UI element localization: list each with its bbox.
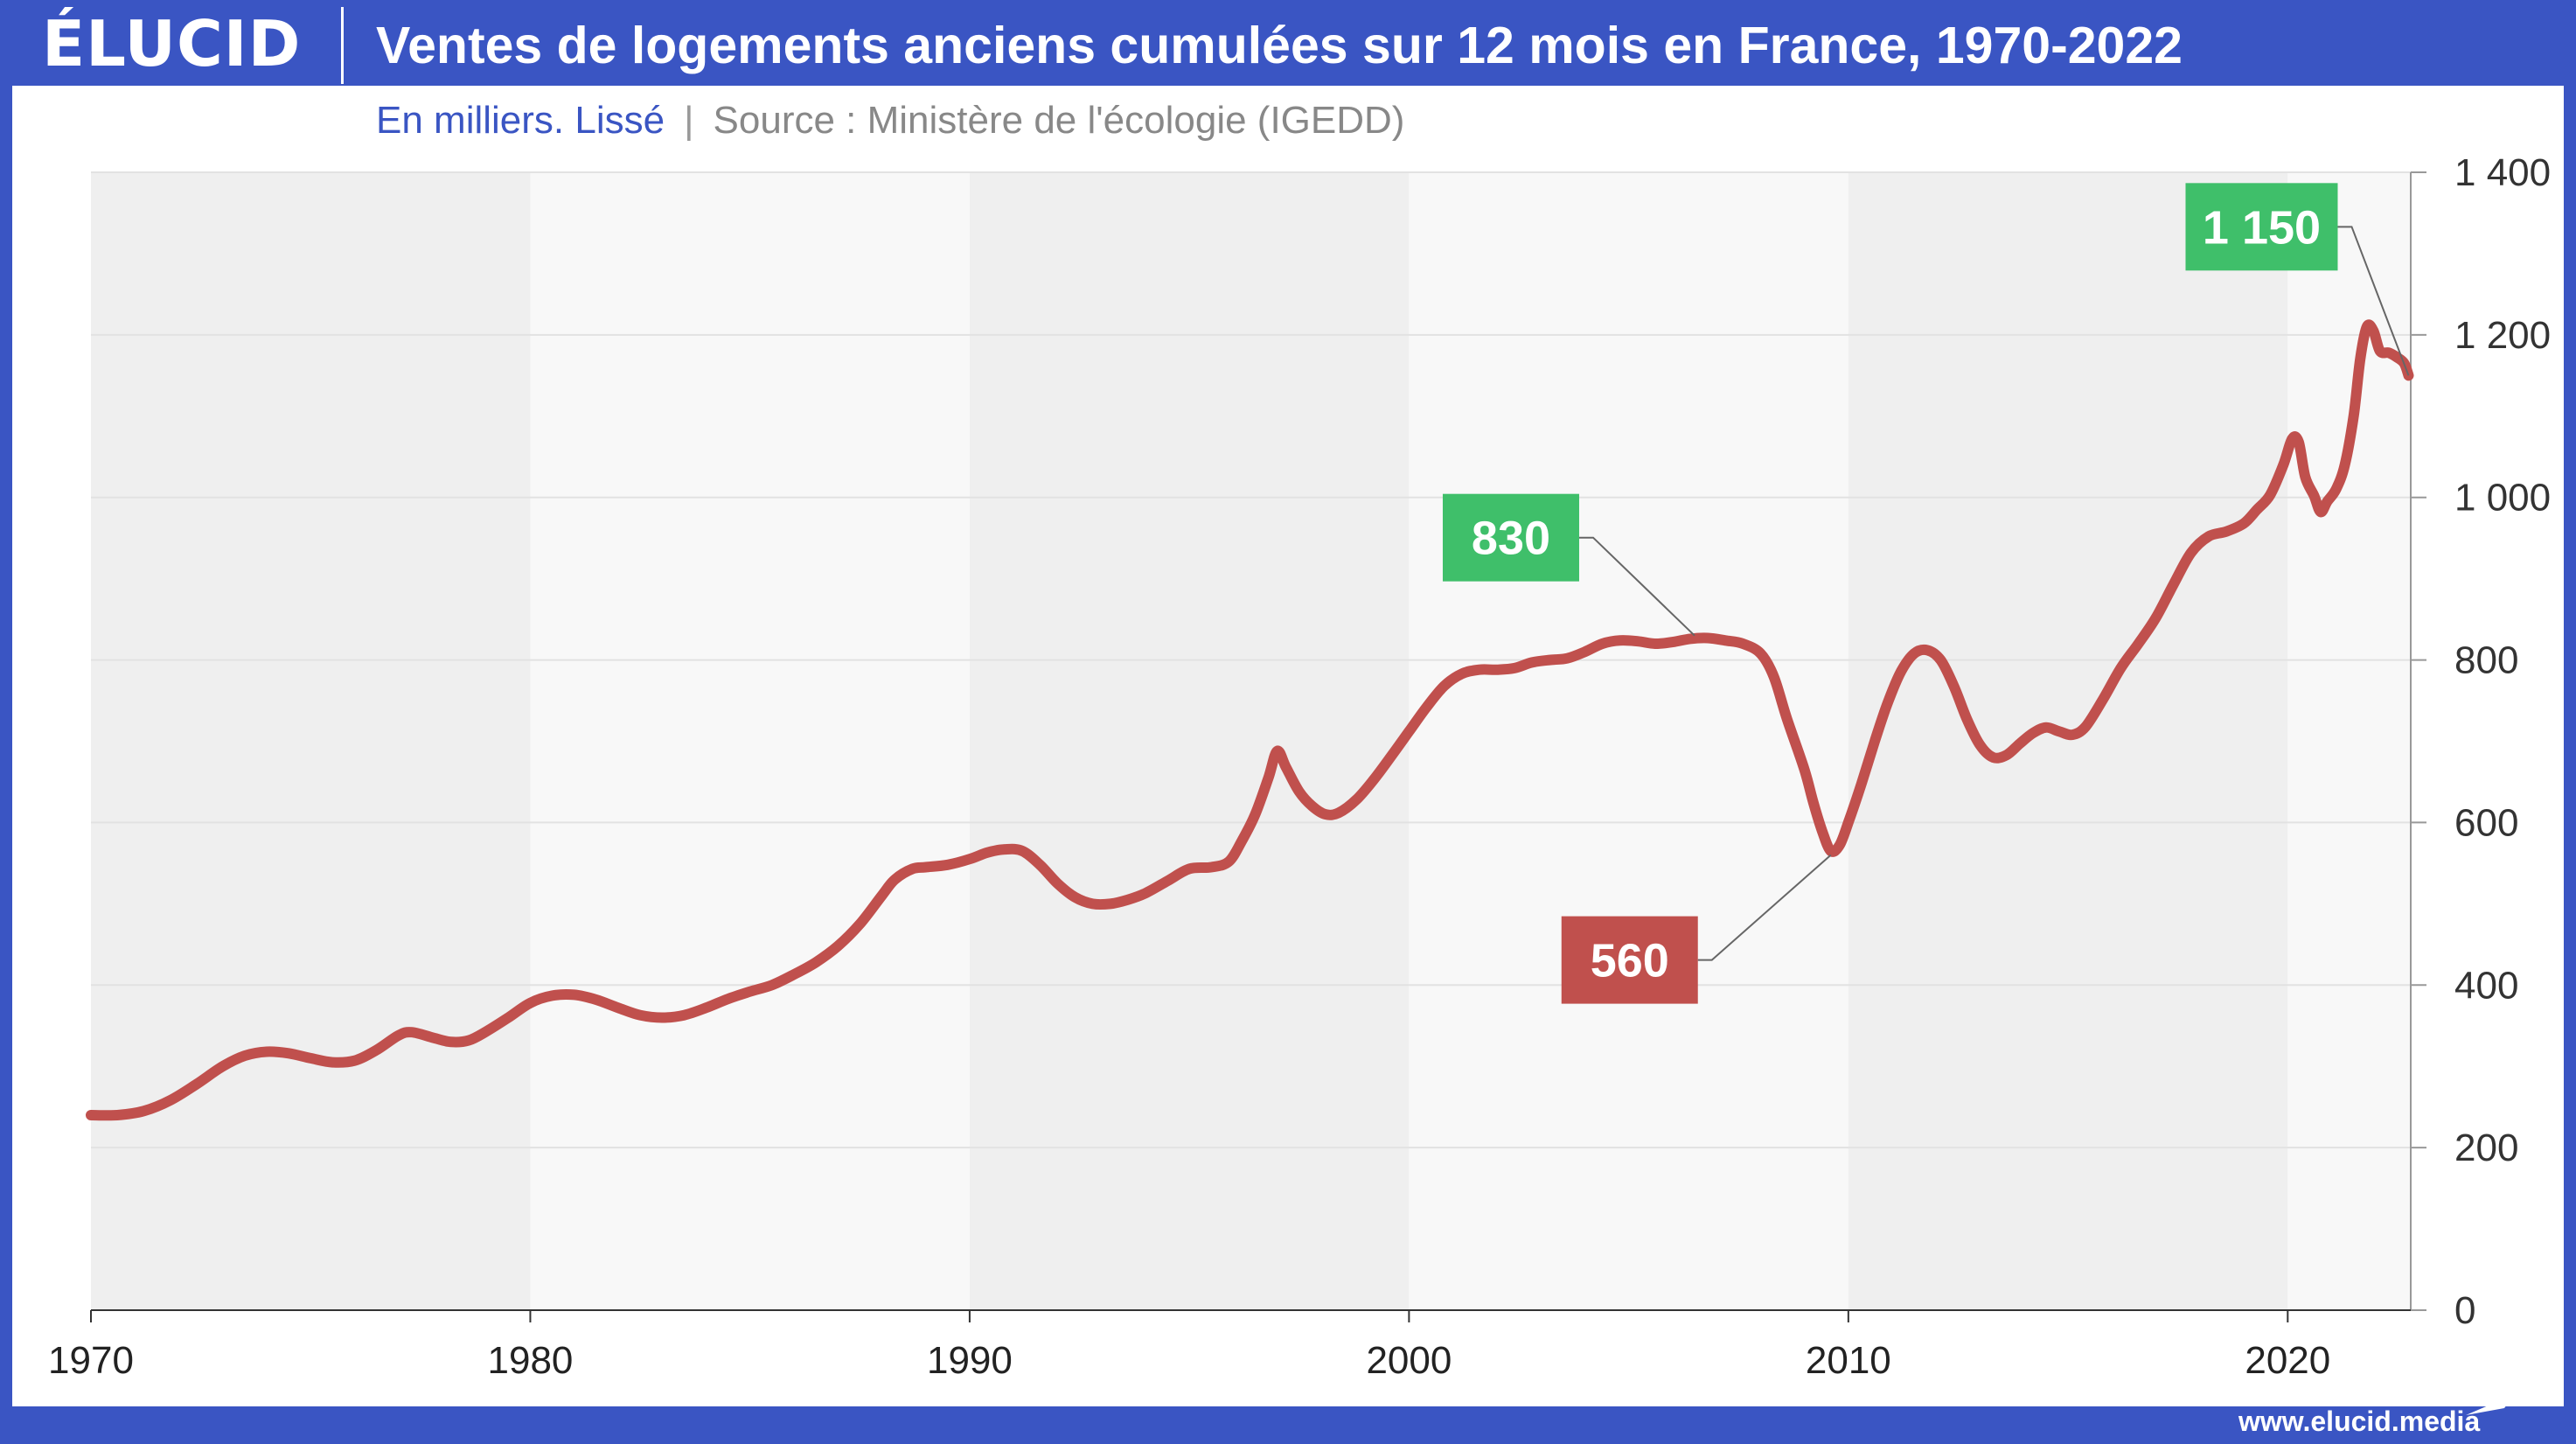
footer-url[interactable]: www.elucid.media bbox=[2238, 1406, 2481, 1437]
unit-note: En milliers. Lissé bbox=[376, 99, 665, 142]
x-tick-label: 2000 bbox=[1366, 1339, 1452, 1382]
annotation-box bbox=[2185, 183, 2338, 271]
header-bar: ÉLUCID Ventes de logements anciens cumul… bbox=[0, 0, 2576, 86]
source-note: Source : Ministère de l'écologie (IGEDD) bbox=[713, 99, 1405, 142]
y-tick-label: 200 bbox=[2454, 1127, 2518, 1169]
y-tick-label: 0 bbox=[2454, 1289, 2475, 1332]
annotation-label: 830 bbox=[1472, 513, 1550, 565]
chart-subtitle: En milliers. Lissé | Source : Ministère de… bbox=[376, 94, 1404, 147]
decade-band bbox=[969, 172, 1410, 1310]
y-tick-label: 1 400 bbox=[2454, 151, 2551, 194]
annotation-box bbox=[1442, 493, 1579, 582]
annotation-label: 560 bbox=[1591, 935, 1669, 987]
decade-band bbox=[530, 172, 970, 1310]
x-tick-label: 2010 bbox=[1806, 1339, 1891, 1382]
series-line bbox=[86, 319, 2414, 1121]
y-tick-label: 1 000 bbox=[2454, 477, 2551, 520]
annotation-box bbox=[1561, 916, 1698, 1004]
annotation-label: 1 150 bbox=[2203, 201, 2321, 254]
annotation-leader bbox=[1578, 536, 1695, 637]
annotation-leader bbox=[1697, 854, 1832, 961]
x-tick-label: 2020 bbox=[2245, 1339, 2330, 1382]
decade-band bbox=[2287, 172, 2411, 1310]
annotation-leader bbox=[2337, 226, 2410, 376]
x-tick-label: 1980 bbox=[488, 1339, 574, 1382]
decade-band bbox=[91, 172, 531, 1310]
y-tick-label: 1 200 bbox=[2454, 314, 2551, 357]
subtitle-separator: | bbox=[684, 99, 694, 142]
x-tick-label: 1990 bbox=[927, 1339, 1013, 1382]
decade-band bbox=[1848, 172, 2288, 1310]
decade-band bbox=[1409, 172, 1848, 1310]
elucid-arrow-icon bbox=[2466, 1394, 2515, 1415]
chart-title: Ventes de logements anciens cumulées sur… bbox=[376, 17, 2183, 74]
y-tick-label: 800 bbox=[2454, 639, 2518, 682]
y-tick-label: 600 bbox=[2454, 801, 2518, 844]
header-divider bbox=[341, 7, 344, 84]
y-tick-label: 400 bbox=[2454, 964, 2518, 1007]
elucid-logo[interactable]: ÉLUCID bbox=[42, 7, 302, 80]
x-tick-label: 1970 bbox=[48, 1339, 134, 1382]
